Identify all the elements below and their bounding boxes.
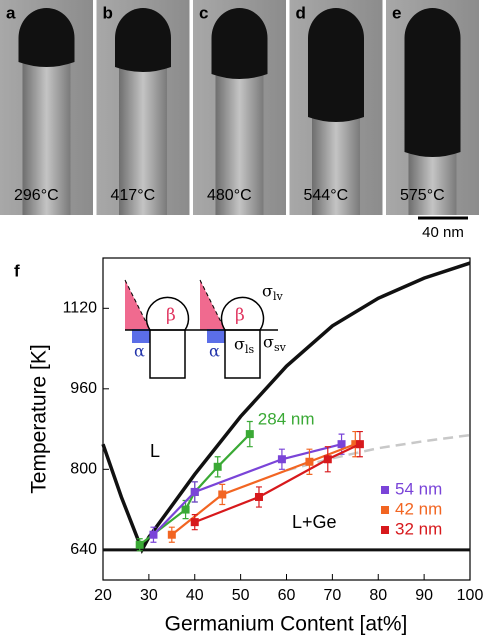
marker <box>356 440 364 448</box>
inset-label: α <box>209 342 220 361</box>
inset-label: β <box>235 306 245 326</box>
marker <box>246 430 254 438</box>
marker <box>182 506 190 514</box>
legend-label: 32 nm <box>395 519 442 538</box>
inset-label: lv <box>273 290 284 303</box>
legend-swatch <box>381 506 389 514</box>
legend-swatch <box>381 526 389 534</box>
x-tick-label: 40 <box>186 587 204 604</box>
marker <box>168 531 176 539</box>
figure: a 296°C b 417°C c 480°C d 544°C e 575°C 40 nm f T… <box>0 0 492 638</box>
x-tick-label: 50 <box>232 587 250 604</box>
x-axis-title: Germanium Content [at%] <box>165 613 408 636</box>
temperature-label: 544°C <box>304 187 349 204</box>
marker <box>214 463 222 471</box>
x-tick-label: 90 <box>415 587 433 604</box>
marker <box>136 541 144 549</box>
inset-label: α <box>134 342 145 361</box>
temperature-label: 417°C <box>111 187 156 204</box>
panel-letter: d <box>296 3 306 22</box>
y-tick-label: 800 <box>70 461 97 478</box>
panel-letter: f <box>14 261 20 280</box>
tem-panels: a 296°C b 417°C c 480°C d 544°C e 575°C <box>0 0 479 215</box>
droplet <box>405 8 461 157</box>
inset-label: σ <box>262 282 273 301</box>
droplet <box>115 8 171 72</box>
panel-letter: b <box>103 3 113 22</box>
legend-swatch <box>381 486 389 494</box>
temperature-label: 575°C <box>400 187 445 204</box>
x-tick-label: 30 <box>140 587 158 604</box>
marker <box>218 490 226 498</box>
legend-label: 54 nm <box>395 479 442 498</box>
droplet <box>19 8 75 67</box>
y-tick-label: 1120 <box>63 300 98 317</box>
scale-label: 40 nm <box>422 224 464 241</box>
marker <box>324 455 332 463</box>
x-tick-label: 20 <box>94 587 112 604</box>
x-tick-label: 80 <box>369 587 387 604</box>
annotation: L <box>150 441 160 461</box>
marker <box>255 493 263 501</box>
y-axis-title: Temperature [K] <box>28 344 51 493</box>
inset-label: β <box>166 306 176 326</box>
temperature-label: 296°C <box>14 187 59 204</box>
inset-label: σ <box>234 335 245 354</box>
x-tick-label: 60 <box>278 587 296 604</box>
legend-label: 42 nm <box>395 499 442 518</box>
droplet <box>308 8 364 122</box>
temperature-label: 480°C <box>207 187 252 204</box>
marker <box>191 488 199 496</box>
inset-label: σ <box>263 333 274 352</box>
marker <box>149 531 157 539</box>
panel-letter: a <box>6 3 16 22</box>
y-tick-label: 960 <box>70 380 97 397</box>
marker <box>305 458 313 466</box>
inset-label: ls <box>245 343 255 356</box>
panel-letter: c <box>199 3 208 22</box>
x-tick-label: 70 <box>323 587 341 604</box>
inset-schematic: β α β α σ lv σ ls σ sv <box>125 280 287 378</box>
gray-curve <box>287 435 471 470</box>
marker <box>278 455 286 463</box>
marker <box>191 518 199 526</box>
panel-letter: e <box>392 3 401 22</box>
marker <box>338 440 346 448</box>
x-tick-label: 100 <box>457 587 484 604</box>
legend-label: 284 nm <box>258 410 315 429</box>
annotation: L+Ge <box>292 512 337 532</box>
droplet <box>212 8 268 79</box>
y-tick-label: 640 <box>70 541 97 558</box>
inset-label: sv <box>274 341 287 354</box>
